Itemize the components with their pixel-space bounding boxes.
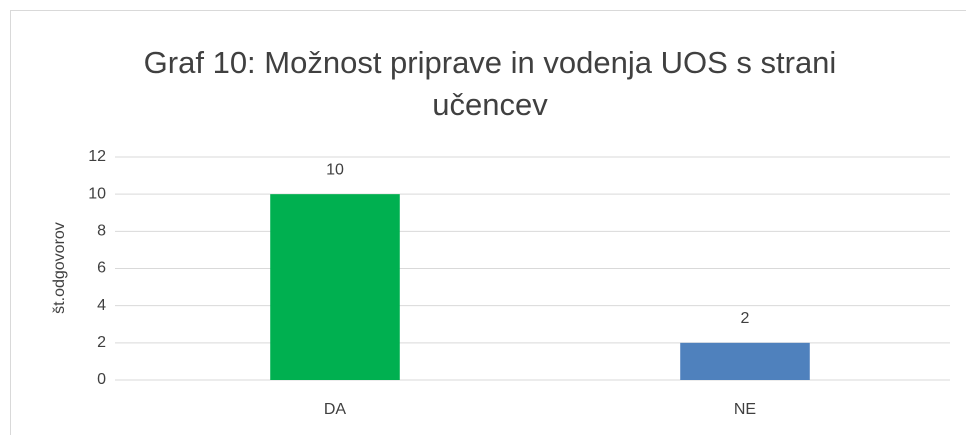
bar xyxy=(680,342,810,380)
y-tick-label: 12 xyxy=(88,148,106,165)
x-tick-label: NE xyxy=(734,401,756,418)
data-label: 10 xyxy=(326,161,344,178)
y-tick-label: 2 xyxy=(97,334,106,351)
y-tick-label: 6 xyxy=(97,260,106,277)
x-tick-label: DA xyxy=(324,401,347,418)
data-label: 2 xyxy=(741,310,750,327)
chart-frame xyxy=(10,10,966,435)
y-tick-label: 0 xyxy=(97,371,106,388)
y-axis-label: št.odgovorov xyxy=(51,222,68,314)
y-tick-label: 10 xyxy=(88,185,106,202)
bar xyxy=(270,194,400,380)
y-tick-label: 8 xyxy=(97,223,106,240)
y-tick-label: 4 xyxy=(97,297,106,314)
chart-title: Graf 10: Možnost priprave in vodenja UOS… xyxy=(143,45,837,122)
